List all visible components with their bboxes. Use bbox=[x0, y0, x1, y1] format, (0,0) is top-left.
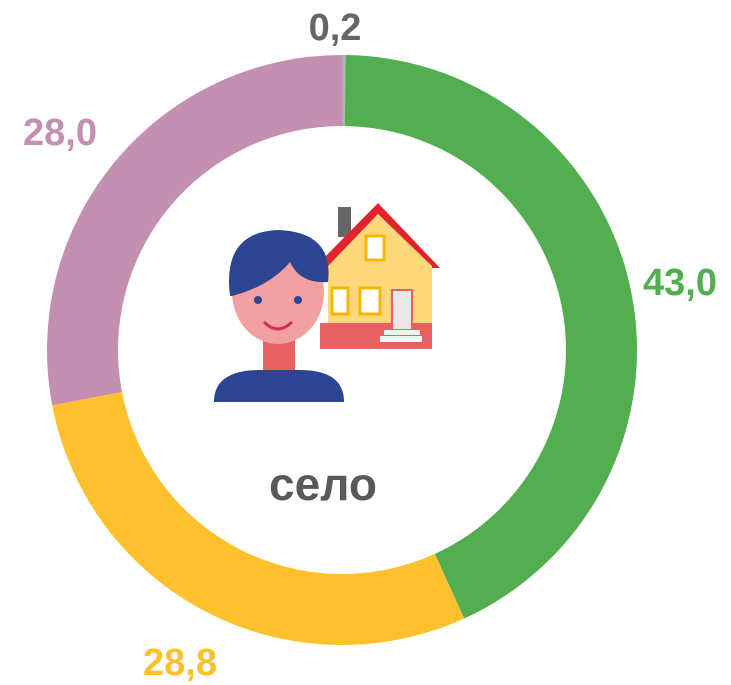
value-label: 43,0 bbox=[643, 262, 717, 304]
value-label: 28,8 bbox=[143, 642, 217, 684]
icon bbox=[214, 203, 440, 402]
donut-segment bbox=[47, 55, 342, 405]
center-label: село bbox=[269, 458, 377, 510]
donut-segment bbox=[52, 392, 464, 645]
value-label: 0,2 bbox=[309, 7, 362, 49]
value-label: 28,0 bbox=[23, 112, 97, 154]
chart: село 0,2 43,0 28,8 28,0 bbox=[0, 0, 731, 685]
